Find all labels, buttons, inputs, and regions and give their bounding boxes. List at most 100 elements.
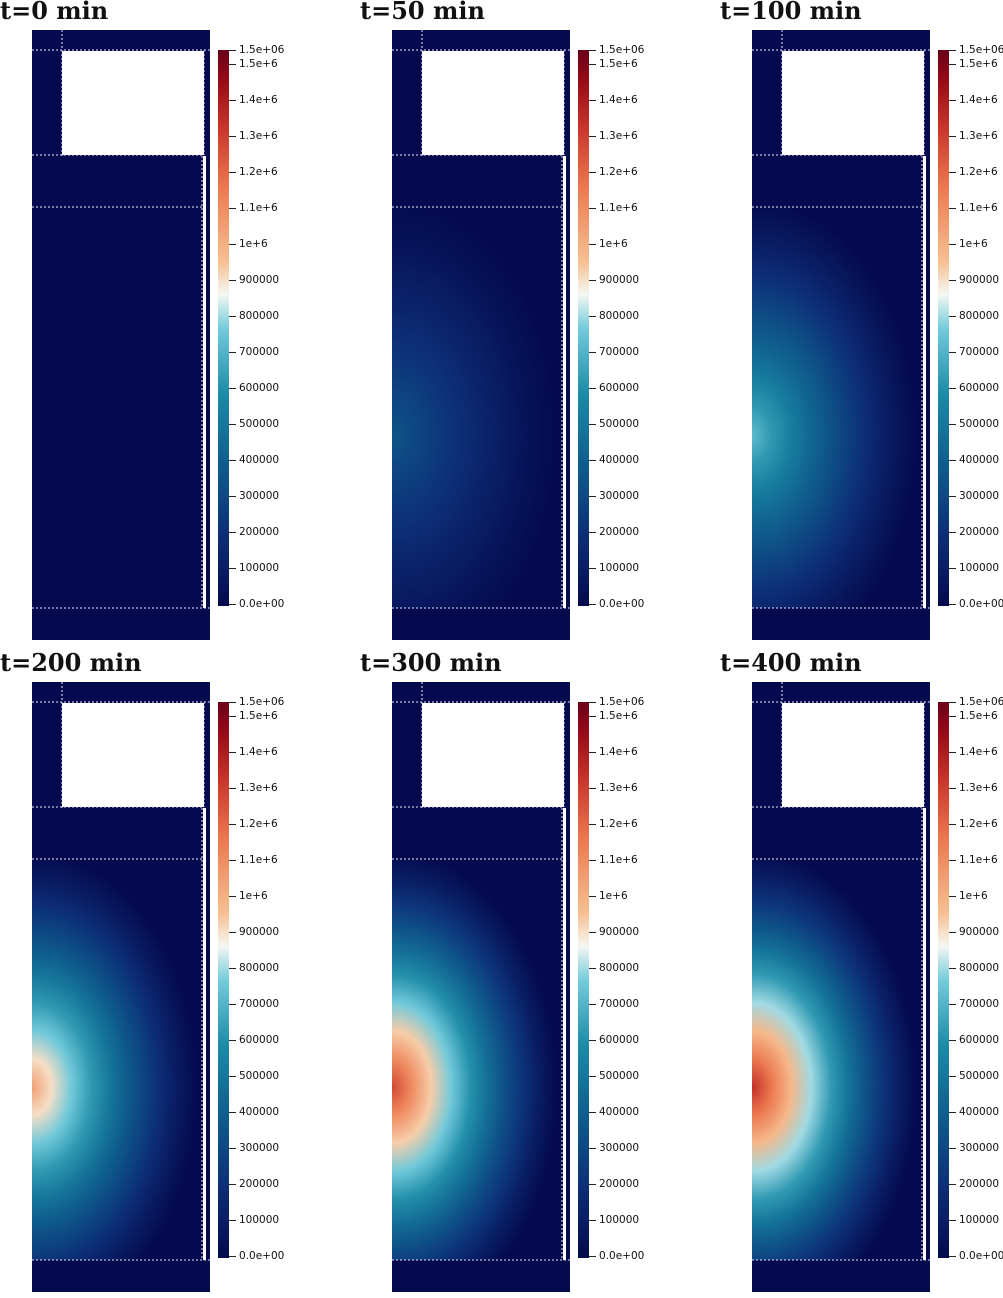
colorbar-tick-mark bbox=[589, 172, 596, 173]
side-gap bbox=[203, 808, 206, 1260]
colorbar-tick-label: 1e+6 bbox=[599, 890, 628, 902]
colorbar-tick-mark bbox=[949, 352, 956, 353]
colorbar-tick-mark bbox=[589, 460, 596, 461]
colorbar-tick-mark bbox=[229, 280, 236, 281]
colorbar-tick-label: 1.2e+6 bbox=[599, 818, 638, 830]
colorbar-tick-mark bbox=[589, 64, 596, 65]
top-cap-region bbox=[392, 30, 570, 50]
side-gap bbox=[923, 808, 926, 1260]
colorbar-tick-label: 1.1e+6 bbox=[599, 202, 638, 214]
simulation-field bbox=[32, 30, 210, 640]
colorbar-tick-mark bbox=[229, 1076, 236, 1077]
side-wall-region bbox=[566, 156, 570, 608]
upper-band-region bbox=[32, 808, 202, 859]
upper-band-region bbox=[752, 808, 922, 859]
colorbar-tick-mark bbox=[949, 460, 956, 461]
colorbar-tick-label: 400000 bbox=[239, 454, 280, 466]
colorbar-tick-label: 1.2e+6 bbox=[239, 818, 278, 830]
colorbar-tick-label: 900000 bbox=[959, 926, 1000, 938]
colorbar-tick-mark bbox=[229, 1220, 236, 1221]
colorbar-tick-label: 400000 bbox=[959, 454, 1000, 466]
colorbar-tick-label: 600000 bbox=[959, 1034, 1000, 1046]
colorbar-tick-mark bbox=[229, 788, 236, 789]
colorbar-tick-label: 700000 bbox=[959, 346, 1000, 358]
right-wall-region bbox=[205, 703, 210, 807]
colorbar-tick-label: 1.5e+6 bbox=[239, 710, 278, 722]
colorbar-tick-label: 100000 bbox=[239, 1214, 280, 1226]
colorbar-tick-label: 500000 bbox=[239, 1070, 280, 1082]
colorbar-tick-label: 1.4e+6 bbox=[959, 94, 998, 106]
colorbar-tick-label: 1.1e+6 bbox=[959, 854, 998, 866]
cavity-region bbox=[422, 51, 564, 155]
colorbar-tick-label: 1.5e+6 bbox=[959, 58, 998, 70]
colorbar-tick-mark bbox=[229, 172, 236, 173]
colorbar-tick-mark bbox=[949, 280, 956, 281]
colorbar-tick-mark bbox=[589, 424, 596, 425]
colorbar-tick-label: 300000 bbox=[239, 1142, 280, 1154]
colorbar-tick-mark bbox=[589, 860, 596, 861]
colorbar-tick-mark bbox=[949, 64, 956, 65]
colorbar-tick-label: 300000 bbox=[599, 1142, 640, 1154]
colorbar-tick-mark bbox=[589, 316, 596, 317]
colorbar-min-label: 0.0e+00 bbox=[599, 598, 645, 610]
colorbar-tick-mark bbox=[229, 1184, 236, 1185]
colorbar-tick-label: 100000 bbox=[599, 1214, 640, 1226]
colorbar-tick-label: 200000 bbox=[599, 1178, 640, 1190]
colorbar-tick-mark bbox=[589, 752, 596, 753]
colorbar-tick-label: 1.1e+6 bbox=[599, 854, 638, 866]
colorbar-tick-label: 800000 bbox=[239, 310, 280, 322]
colorbar-max-label: 1.5e+06 bbox=[239, 44, 285, 56]
colorbar-min-label: 0.0e+00 bbox=[959, 598, 1003, 610]
colorbar-tick-mark bbox=[949, 860, 956, 861]
top-cap-region bbox=[392, 682, 570, 702]
colorbar-tick-mark bbox=[949, 932, 956, 933]
colorbar-tick-mark bbox=[949, 788, 956, 789]
colorbar-tick-label: 1.4e+6 bbox=[599, 94, 638, 106]
colorbar-tick-label: 700000 bbox=[599, 346, 640, 358]
colorbar-tick-mark bbox=[589, 1076, 596, 1077]
heated-chamber bbox=[32, 860, 202, 1260]
top-cap-region bbox=[32, 682, 210, 702]
colorbar-tick-mark bbox=[589, 50, 596, 51]
colorbar-tick-label: 1.5e+6 bbox=[599, 710, 638, 722]
colorbar-tick-label: 1.3e+6 bbox=[959, 782, 998, 794]
side-wall-region bbox=[926, 156, 930, 608]
colorbar-tick-mark bbox=[589, 100, 596, 101]
colorbar-tick-mark bbox=[589, 496, 596, 497]
colorbar-tick-mark bbox=[589, 136, 596, 137]
simulation-field bbox=[392, 682, 570, 1292]
top-cap-region bbox=[752, 682, 930, 702]
colorbar-tick-mark bbox=[229, 136, 236, 137]
colorbar-tick-mark bbox=[949, 1148, 956, 1149]
colorbar-tick-mark bbox=[229, 496, 236, 497]
colorbar-tick-mark bbox=[949, 824, 956, 825]
simulation-svg bbox=[752, 30, 930, 640]
bottom-block-region bbox=[752, 1261, 930, 1292]
colorbar-max-label: 1.5e+06 bbox=[239, 696, 285, 708]
colorbar-tick-label: 800000 bbox=[239, 962, 280, 974]
colorbar-tick-mark bbox=[949, 1076, 956, 1077]
colorbar-tick-label: 1.4e+6 bbox=[959, 746, 998, 758]
colorbar-tick-mark bbox=[589, 1184, 596, 1185]
colorbar-tick-mark bbox=[229, 568, 236, 569]
side-gap bbox=[563, 156, 566, 608]
colorbar-tick-label: 400000 bbox=[599, 1106, 640, 1118]
colorbar-tick-mark bbox=[949, 702, 956, 703]
panel-t0: t=0 min 1.5e+06 1.5e+6 1.4e+6 1.3e+6 1.2e+6 1… bbox=[0, 0, 290, 646]
colorbar-tick-mark bbox=[589, 280, 596, 281]
colorbar-tick-label: 1.1e+6 bbox=[239, 202, 278, 214]
colorbar-tick-label: 1.5e+6 bbox=[599, 58, 638, 70]
colorbar-tick-mark bbox=[949, 100, 956, 101]
simulation-svg bbox=[32, 30, 210, 640]
colorbar-tick-label: 300000 bbox=[959, 490, 1000, 502]
right-wall-region bbox=[925, 703, 930, 807]
right-wall-region bbox=[925, 51, 930, 155]
colorbar-tick-mark bbox=[949, 1184, 956, 1185]
colorbar-tick-label: 600000 bbox=[239, 1034, 280, 1046]
colorbar-tick-label: 1.1e+6 bbox=[959, 202, 998, 214]
colorbar-tick-label: 1.1e+6 bbox=[239, 854, 278, 866]
colorbar-tick-mark bbox=[949, 716, 956, 717]
panel-t50: t=50 min 1.5e+06 1.5e+6 1.4e+6 1.3e+6 1.2e+6… bbox=[360, 0, 650, 646]
colorbar-tick-mark bbox=[229, 424, 236, 425]
colorbar-gradient bbox=[218, 50, 229, 606]
